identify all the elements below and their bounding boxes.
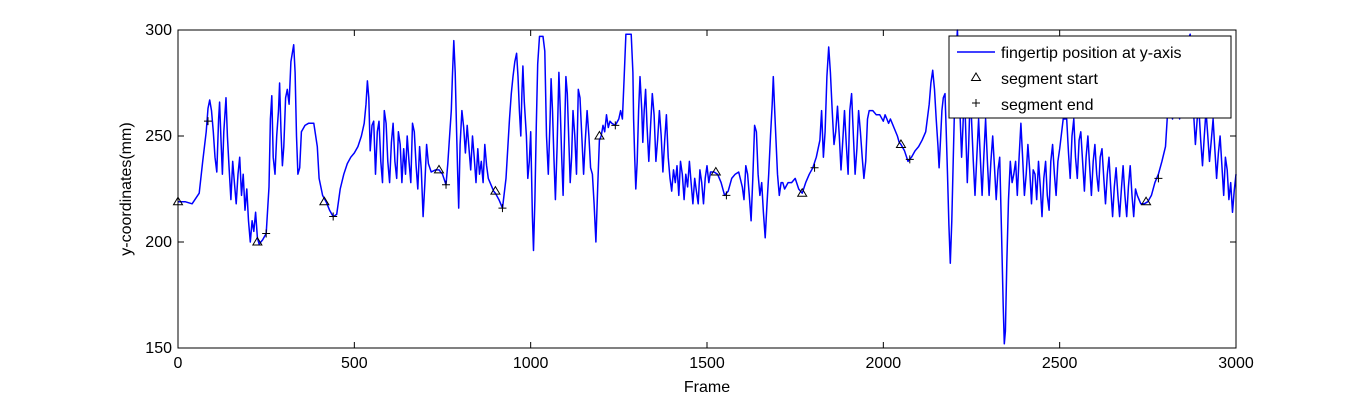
segment-start-marker-5 [594, 130, 605, 140]
segment-end-marker-3 [442, 180, 451, 189]
x-tick-label-1000: 1000 [513, 355, 549, 372]
x-tick-label-500: 500 [341, 355, 368, 372]
series-line-group [178, 29, 1237, 345]
y-tick-label-200: 200 [145, 234, 172, 251]
x-tick-label-1500: 1500 [689, 355, 725, 372]
segment-end-marker-6 [722, 191, 731, 200]
segment-start-marker-2 [318, 196, 330, 206]
legend-entry-segment-start: segment start [1001, 71, 1098, 88]
segment-start-marker-9 [1140, 196, 1152, 206]
segment-end-marker-9 [1154, 174, 1163, 183]
segment-end-marker-5 [611, 121, 620, 130]
x-tick-label-3000: 3000 [1218, 355, 1254, 372]
legend-plus-marker [972, 99, 980, 107]
segment-start-marker-3 [433, 164, 445, 174]
legend-triangle-marker [970, 72, 982, 81]
legend-entry-line: fingertip position at y-axis [1001, 45, 1182, 62]
legend-entry-segment-end: segment end [1001, 97, 1094, 114]
segment-end-marker-4 [498, 204, 507, 213]
x-axis-label: Frame [684, 379, 730, 396]
legend: fingertip position at y-axis segment sta… [948, 35, 1232, 119]
segment-end-marker-1 [262, 229, 271, 238]
segment-start-marker-7 [796, 187, 808, 197]
y-tick-label-250: 250 [145, 128, 172, 145]
x-tick-label-0: 0 [174, 355, 183, 372]
series-line-fingertip-y [178, 29, 1237, 345]
segment-start-marker-4 [490, 185, 501, 195]
segment-end-marker-0 [203, 117, 212, 126]
y-tick-label-300: 300 [145, 22, 172, 39]
segment-start-marker-1 [251, 236, 263, 246]
segment-end-marker-2 [329, 212, 338, 221]
x-axis-ticks: 0 500 1000 1500 2000 2500 3000 [174, 30, 1254, 372]
legend-box [948, 35, 1232, 119]
y-axis-ticks: 150 200 250 300 [145, 22, 1236, 357]
segment-end-marker-8 [905, 155, 914, 164]
segment-end-marker-7 [810, 163, 819, 172]
y-axis-label: y-coordinates(mm) [118, 122, 135, 255]
segment-start-marker-8 [895, 139, 907, 148]
x-tick-label-2000: 2000 [866, 355, 902, 372]
x-tick-label-2500: 2500 [1042, 355, 1078, 372]
y-tick-label-150: 150 [145, 340, 172, 357]
marker-group [172, 117, 1163, 246]
segment-start-marker-6 [710, 166, 722, 176]
